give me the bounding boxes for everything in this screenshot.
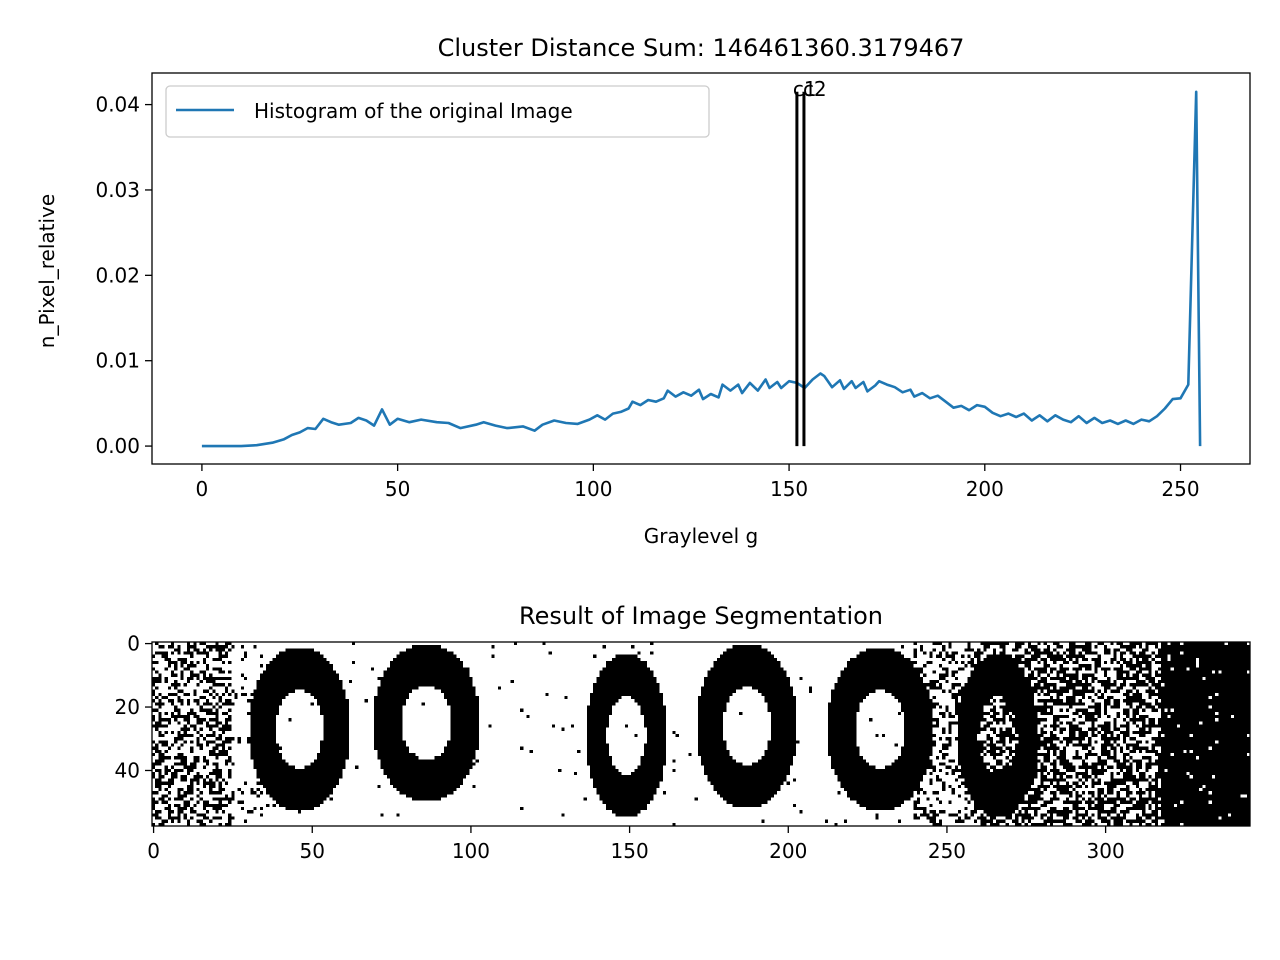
- x-tick-label: 200: [966, 477, 1004, 501]
- image-x-tick-label: 50: [300, 839, 325, 863]
- segmentation-binary-image: [152, 642, 1250, 826]
- cluster-marker-label-c1: c1: [793, 77, 817, 101]
- histogram-y-axis-label: n_Pixel_relative: [35, 194, 59, 348]
- segmentation-image: [152, 642, 1250, 826]
- cluster-marker-label-c2: c2: [803, 77, 827, 101]
- legend-entry-label: Histogram of the original Image: [254, 99, 573, 123]
- x-tick-label: 150: [770, 477, 808, 501]
- image-x-tick-label: 300: [1087, 839, 1125, 863]
- x-tick-label: 250: [1161, 477, 1199, 501]
- y-tick-label: 0.01: [95, 349, 140, 373]
- histogram-x-ticks: 0 50 100 150 200 250: [196, 464, 1200, 501]
- image-y-tick-label: 40: [115, 758, 140, 782]
- segmentation-image-chart: Result of Image Segmentation 0 50 100 150 20…: [115, 602, 1251, 863]
- image-y-tick-label: 20: [115, 695, 140, 719]
- histogram-x-axis-label: Graylevel g: [644, 524, 758, 548]
- y-tick-label: 0.04: [95, 93, 140, 117]
- segmentation-title: Result of Image Segmentation: [519, 602, 883, 630]
- y-tick-label: 0.02: [95, 263, 140, 287]
- image-x-tick-label: 150: [611, 839, 649, 863]
- segmentation-x-ticks: 0 50 100 150 200 250 300: [147, 826, 1125, 863]
- histogram-legend: Histogram of the original Image: [165, 85, 710, 138]
- histogram-axes-frame: [151, 72, 1251, 465]
- y-tick-label: 0.03: [95, 178, 140, 202]
- x-tick-label: 100: [574, 477, 612, 501]
- segmentation-y-ticks: 0 20 40: [115, 632, 152, 782]
- histogram-chart: Cluster Distance Sum: 146461360.3179467 …: [35, 34, 1251, 548]
- image-y-tick-label: 0: [127, 632, 140, 656]
- image-x-tick-label: 0: [147, 839, 160, 863]
- image-x-tick-label: 100: [452, 839, 490, 863]
- segmentation-axes-frame: [151, 641, 1251, 827]
- x-tick-label: 0: [196, 477, 209, 501]
- histogram-title: Cluster Distance Sum: 146461360.3179467: [438, 34, 965, 62]
- image-x-tick-label: 200: [769, 839, 807, 863]
- image-x-tick-label: 250: [928, 839, 966, 863]
- histogram-y-ticks: 0.00 0.01 0.02 0.03 0.04: [95, 93, 152, 458]
- legend-box: [165, 85, 710, 138]
- x-tick-label: 50: [385, 477, 410, 501]
- histogram-series-line: [201, 90, 1202, 448]
- y-tick-label: 0.00: [95, 434, 140, 458]
